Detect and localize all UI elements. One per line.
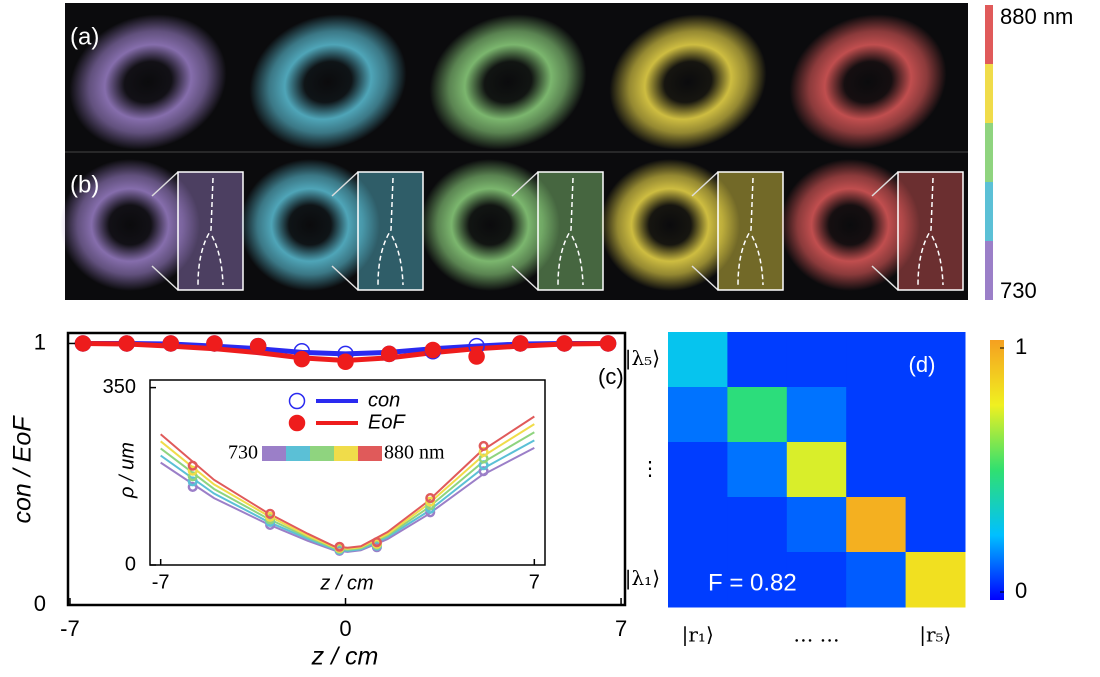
x-axis-label: z / cm xyxy=(319,572,373,594)
data-point xyxy=(425,343,440,358)
heatmap-cell xyxy=(906,387,966,443)
heatmap-cell xyxy=(727,387,787,443)
data-point xyxy=(382,346,397,361)
data-point xyxy=(119,336,134,351)
heatmap-cell xyxy=(727,442,787,498)
panel-label: (c) xyxy=(598,364,624,389)
wavelength-high-label: 880 nm xyxy=(1000,4,1073,29)
x-tick-label: 0 xyxy=(339,616,351,641)
inset-colorbar-swatch xyxy=(262,446,286,461)
legend-label: con xyxy=(368,389,400,411)
heatmap-cell xyxy=(906,552,966,608)
heatmap-cell xyxy=(668,497,728,553)
wavelength-low-label: 730 xyxy=(1000,278,1037,303)
inset-colorbar-swatch xyxy=(334,446,358,461)
heatmap-cell xyxy=(668,332,728,388)
row-label: |λ₅⟩ xyxy=(625,346,660,371)
heatmap-cell xyxy=(846,442,906,498)
panel-label: (b) xyxy=(70,171,99,198)
heatmap-cell xyxy=(906,442,966,498)
colorbar xyxy=(990,340,1004,600)
inset-colorbar-swatch xyxy=(358,446,382,461)
zoom-inset xyxy=(178,172,243,290)
y-axis-label: con / EoF xyxy=(9,415,37,524)
y-axis-label: ρ / um xyxy=(116,442,138,499)
legend-marker xyxy=(290,416,305,431)
row-label: ⋮ xyxy=(640,456,660,480)
col-label: |r₅⟩ xyxy=(919,623,951,648)
zoom-inset xyxy=(358,172,423,290)
heatmap-cell xyxy=(846,552,906,608)
wavelength-swatch xyxy=(985,64,993,123)
colorbar-tick-label: 1 xyxy=(1015,334,1027,359)
x-axis-label: z / cm xyxy=(311,643,379,671)
heatmap-cell xyxy=(787,497,847,553)
colorbar-tick-label: 0 xyxy=(1015,578,1027,603)
heatmap-cell xyxy=(787,442,847,498)
page: { "panels": {"a_label": "(a)", "b_label"… xyxy=(0,0,1100,677)
data-point xyxy=(251,339,266,354)
wavelength-swatch xyxy=(985,182,993,241)
heatmap-cell xyxy=(846,387,906,443)
x-tick-label: -7 xyxy=(152,571,170,593)
heatmap-cell xyxy=(846,332,906,388)
zoom-inset xyxy=(898,172,963,290)
inset-colorbar-swatch xyxy=(286,446,310,461)
zoom-inset xyxy=(538,172,603,290)
data-point xyxy=(513,336,528,351)
heatmap-cell xyxy=(787,332,847,388)
data-point xyxy=(207,336,222,351)
data-point xyxy=(338,354,353,369)
wavelength-swatch xyxy=(985,5,993,64)
zoom-inset xyxy=(718,172,783,290)
data-point xyxy=(163,336,178,351)
x-tick-label: 7 xyxy=(529,571,540,593)
x-tick-label: -7 xyxy=(60,616,80,641)
panel-label: (a) xyxy=(70,23,99,50)
heatmap-cell xyxy=(787,387,847,443)
heatmap-cell xyxy=(668,442,728,498)
y-tick-label: 0 xyxy=(34,591,46,616)
col-label: … … xyxy=(793,623,839,647)
y-tick-label: 350 xyxy=(103,376,136,398)
heatmap-cell xyxy=(906,497,966,553)
data-point xyxy=(557,336,572,351)
heatmap-cell xyxy=(727,497,787,553)
heatmap-cell xyxy=(846,497,906,553)
panel-label: (d) xyxy=(909,352,936,377)
inset-colorbar-low: 730 xyxy=(228,442,258,464)
figure: (a) (b) 880 nm 730 0 1 -7 0 7 z / cm con / EoF… xyxy=(0,0,1100,677)
col-label: |r₁⟩ xyxy=(682,623,714,648)
inset-colorbar-high: 880 nm xyxy=(384,442,445,464)
wavelength-swatch xyxy=(985,241,993,300)
data-point xyxy=(294,352,309,367)
data-point xyxy=(601,336,616,351)
row-label: |λ₁⟩ xyxy=(625,566,660,591)
heatmap-cell xyxy=(668,387,728,443)
data-point xyxy=(75,336,90,351)
wavelength-swatch xyxy=(985,123,993,182)
x-tick-label: 7 xyxy=(615,616,627,641)
data-point xyxy=(469,349,484,364)
heatmap-cell xyxy=(727,332,787,388)
y-tick-label: 0 xyxy=(125,553,136,575)
annotation: F = 0.82 xyxy=(708,569,797,596)
inset-colorbar-swatch xyxy=(310,446,334,461)
legend-label: EoF xyxy=(368,411,406,433)
y-tick-label: 1 xyxy=(34,329,46,354)
